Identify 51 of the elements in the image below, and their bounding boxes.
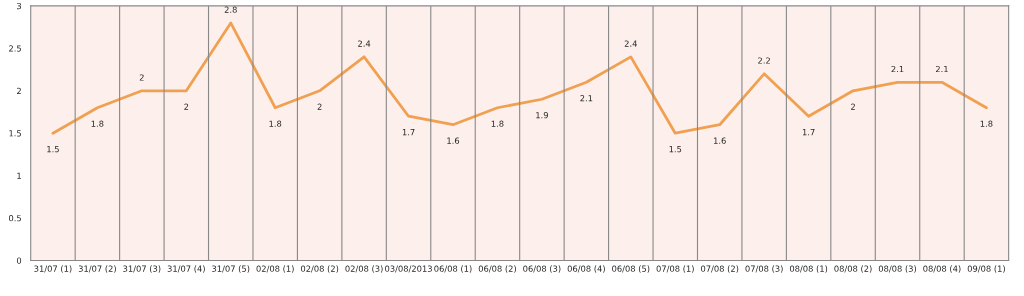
data-label: 2.4 bbox=[624, 40, 637, 47]
data-label: 1.9 bbox=[536, 112, 548, 119]
y-tick-label: 1 bbox=[17, 172, 21, 179]
x-tick-label: 07/08 (1) bbox=[656, 265, 694, 273]
data-label: 1.8 bbox=[269, 120, 282, 127]
data-label: 1.5 bbox=[669, 146, 682, 153]
data-label: 2 bbox=[317, 103, 322, 110]
data-label: 2.1 bbox=[891, 65, 904, 73]
data-label: 1.7 bbox=[802, 129, 815, 136]
data-label: 2.1 bbox=[935, 65, 948, 73]
x-tick-label: 02/08 (1) bbox=[256, 265, 294, 273]
x-tick-label: 02/08 (3) bbox=[345, 265, 383, 273]
data-label: 2 bbox=[851, 103, 855, 110]
x-tick-label: 06/08 (2) bbox=[478, 265, 516, 273]
x-tick-label: 06/08 (1) bbox=[434, 265, 472, 273]
data-label: 2 bbox=[139, 74, 144, 81]
data-label: 1.6 bbox=[447, 137, 460, 144]
data-label: 1.7 bbox=[402, 129, 415, 136]
x-tick-label: 31/07 (3) bbox=[123, 265, 161, 273]
x-tick-label: 06/08 (3) bbox=[523, 265, 561, 273]
x-tick-label: 08/08 (1) bbox=[789, 265, 828, 273]
x-tick-label: 08/08 (3) bbox=[878, 265, 917, 273]
y-tick-label: 2 bbox=[17, 87, 21, 94]
data-label: 1.8 bbox=[491, 120, 504, 127]
data-label: 2.1 bbox=[580, 95, 593, 102]
x-tick-label: 08/08 (2) bbox=[834, 265, 872, 273]
x-tick-label: 02/08 (2) bbox=[300, 265, 339, 273]
data-label: 2.8 bbox=[224, 6, 237, 13]
data-label: 1.5 bbox=[47, 146, 59, 153]
y-tick-label: 1.5 bbox=[9, 130, 21, 137]
data-label: 1.8 bbox=[91, 120, 104, 127]
x-tick-label: 31/07 (1) bbox=[34, 265, 72, 273]
y-tick-label: 0.5 bbox=[8, 215, 21, 222]
x-tick-label: 09/08 (1) bbox=[967, 265, 1005, 273]
x-tick-label: 31/07 (5) bbox=[212, 265, 250, 273]
x-tick-label: 31/07 (4) bbox=[167, 265, 205, 273]
y-tick-label: 2.5 bbox=[9, 45, 21, 52]
x-tick-label: 06/08 (4) bbox=[567, 265, 605, 273]
x-tick-label: 07/08 (3) bbox=[745, 265, 783, 273]
x-tick-label: 06/08 (5) bbox=[612, 265, 650, 273]
x-tick-label: 08/08 (4) bbox=[923, 265, 961, 273]
data-label: 2.4 bbox=[358, 40, 371, 47]
data-label: 1.6 bbox=[714, 137, 726, 144]
data-label: 2.2 bbox=[758, 57, 770, 64]
x-tick-label: 31/07 (2) bbox=[78, 265, 116, 273]
x-tick-label: 07/08 (2) bbox=[701, 265, 739, 273]
data-label: 2 bbox=[184, 103, 189, 110]
y-tick-label: 0 bbox=[16, 257, 22, 264]
data-label: 1.8 bbox=[980, 120, 993, 127]
y-tick-label: 3 bbox=[17, 2, 22, 10]
x-tick-label: 03/08/2013 bbox=[385, 265, 432, 273]
